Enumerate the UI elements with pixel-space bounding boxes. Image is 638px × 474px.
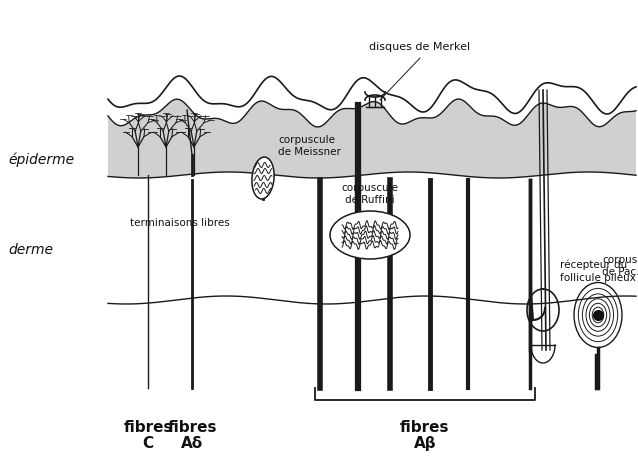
Text: terminaisons libres: terminaisons libres: [130, 218, 230, 228]
Text: Aβ: Aβ: [413, 436, 436, 451]
Text: fibres: fibres: [167, 420, 217, 435]
Text: corpusc.
de Pac.: corpusc. de Pac.: [602, 255, 638, 277]
Text: disques de Merkel: disques de Merkel: [369, 42, 471, 52]
Text: corpuscule
de Ruffini: corpuscule de Ruffini: [341, 182, 399, 205]
Polygon shape: [108, 99, 636, 178]
Text: récepteur du
follicule pileux: récepteur du follicule pileux: [560, 260, 636, 283]
Text: épiderme: épiderme: [8, 153, 74, 167]
Text: C: C: [142, 436, 154, 451]
Text: fibres: fibres: [400, 420, 450, 435]
Text: Aδ: Aδ: [181, 436, 203, 451]
Ellipse shape: [252, 157, 274, 199]
Text: derme: derme: [8, 243, 53, 257]
Ellipse shape: [330, 211, 410, 259]
Text: fibres: fibres: [123, 420, 173, 435]
Text: corpuscule
de Meissner: corpuscule de Meissner: [278, 135, 341, 157]
